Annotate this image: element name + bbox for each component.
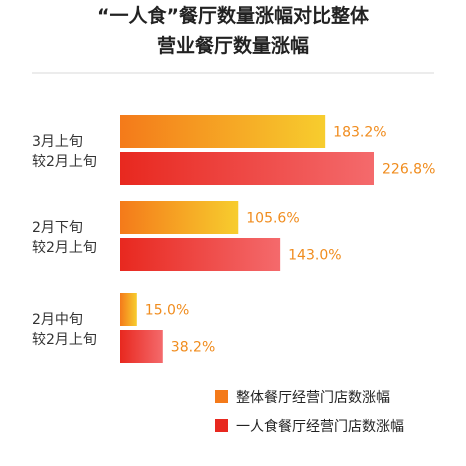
bar <box>120 201 239 234</box>
data-label: 15.0% <box>145 303 189 319</box>
data-label: 105.6% <box>246 211 299 227</box>
category-label: 较2月上旬 <box>32 332 97 348</box>
legend-swatch <box>215 390 228 403</box>
legend-swatch <box>215 419 228 432</box>
legend-label: 一人食餐厅经营门店数涨幅 <box>236 418 404 435</box>
category-label: 2月中旬 <box>32 312 83 328</box>
bar <box>120 330 163 363</box>
bar <box>120 293 137 326</box>
bar <box>120 152 374 185</box>
chart-title-line-1: “一人食”餐厅数量涨幅对比整体 <box>97 4 370 27</box>
bar <box>120 115 326 148</box>
bars-group: 3月上旬较2月上旬183.2%226.8%2月下旬较2月上旬105.6%143.… <box>32 115 435 363</box>
data-label: 183.2% <box>333 125 386 141</box>
data-label: 143.0% <box>288 248 341 264</box>
data-label: 226.8% <box>382 162 435 178</box>
category-label: 较2月上旬 <box>32 154 97 170</box>
category-label: 2月下旬 <box>32 220 83 236</box>
legend-label: 整体餐厅经营门店数涨幅 <box>236 390 390 406</box>
category-label: 3月上旬 <box>32 134 83 150</box>
bar <box>120 238 281 271</box>
data-label: 38.2% <box>171 340 215 356</box>
chart-title-line-2: 营业餐厅数量涨幅 <box>157 34 309 57</box>
category-label: 较2月上旬 <box>32 240 97 256</box>
